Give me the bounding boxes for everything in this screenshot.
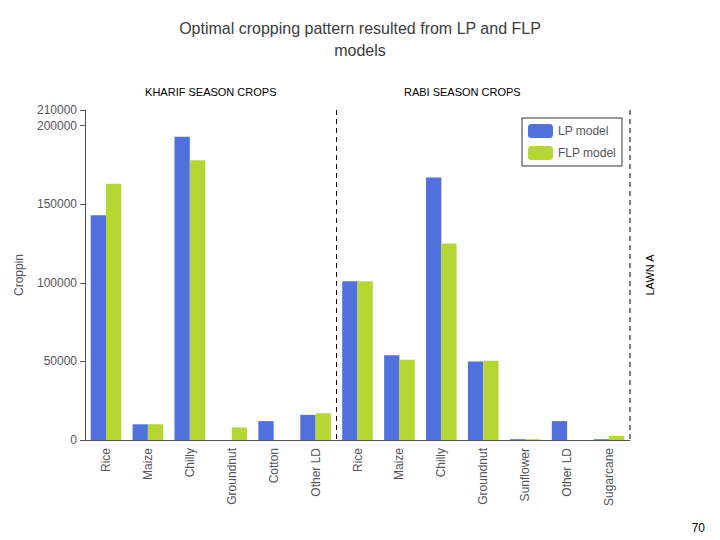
svg-text:150000: 150000 [37, 197, 77, 211]
svg-text:0: 0 [70, 433, 77, 447]
svg-text:100000: 100000 [37, 276, 77, 290]
svg-text:LP model: LP model [558, 124, 608, 138]
svg-text:Sugarcane: Sugarcane [602, 448, 616, 506]
svg-text:FLP model: FLP model [558, 146, 616, 160]
svg-text:LAWN A: LAWN A [644, 254, 656, 296]
svg-text:200000: 200000 [37, 119, 77, 133]
svg-text:Rice: Rice [99, 448, 113, 472]
svg-text:RABI SEASON CROPS: RABI SEASON CROPS [404, 86, 521, 98]
svg-text:50000: 50000 [44, 354, 78, 368]
svg-text:Maize: Maize [392, 448, 406, 480]
svg-text:Rice: Rice [351, 448, 365, 472]
svg-text:Groundnut: Groundnut [476, 447, 490, 504]
svg-text:KHARIF SEASON CROPS: KHARIF SEASON CROPS [145, 86, 276, 98]
svg-text:Cotton: Cotton [267, 448, 281, 483]
svg-text:Optimal cropping pattern resul: Optimal cropping pattern resulted from L… [179, 20, 541, 37]
svg-text:Sunflower: Sunflower [518, 448, 532, 501]
svg-text:210000: 210000 [37, 103, 77, 117]
svg-text:Maize: Maize [141, 448, 155, 480]
svg-text:models: models [334, 42, 386, 59]
svg-text:Other LD: Other LD [309, 448, 323, 497]
svg-text:Other LD: Other LD [560, 448, 574, 497]
svg-text:Chilly: Chilly [434, 448, 448, 477]
svg-text:Croppin: Croppin [12, 254, 26, 296]
svg-text:Groundnut: Groundnut [225, 447, 239, 504]
svg-text:Chilly: Chilly [183, 448, 197, 477]
svg-text:70: 70 [692, 521, 706, 535]
